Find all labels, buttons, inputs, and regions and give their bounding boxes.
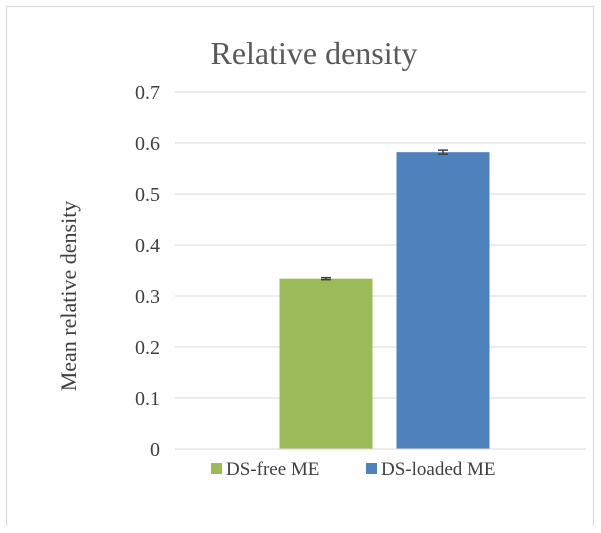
y-tick-labels: 0 0.1 0.2 0.3 0.4 0.5 0.6 0.7 <box>135 82 160 461</box>
bars <box>279 149 490 449</box>
legend-item: DS-loaded ME <box>366 459 496 480</box>
bar-ds-loaded-me <box>396 152 490 449</box>
error-bar <box>438 149 448 155</box>
chart-title: Relative density <box>210 35 417 71</box>
gridlines <box>175 91 586 399</box>
y-tick-label: 0.3 <box>135 286 160 308</box>
legend-item: DS-free ME <box>211 459 319 480</box>
legend: DS-free ME DS-loaded ME <box>211 459 496 480</box>
error-bar <box>321 276 331 281</box>
legend-label: DS-loaded ME <box>381 459 496 480</box>
y-tick-label: 0 <box>150 439 160 461</box>
legend-swatch <box>211 463 222 474</box>
y-axis-label: Mean relative density <box>56 201 81 392</box>
legend-swatch <box>366 463 377 474</box>
legend-label: DS-free ME <box>226 459 319 480</box>
y-tick-label: 0.1 <box>135 388 160 410</box>
y-tick-label: 0.7 <box>135 82 160 104</box>
y-tick-label: 0.2 <box>135 337 160 359</box>
y-tick-label: 0.5 <box>135 184 160 206</box>
y-tick-label: 0.6 <box>135 133 160 155</box>
y-tick-label: 0.4 <box>135 235 160 257</box>
bar-ds-free-me <box>279 278 373 449</box>
